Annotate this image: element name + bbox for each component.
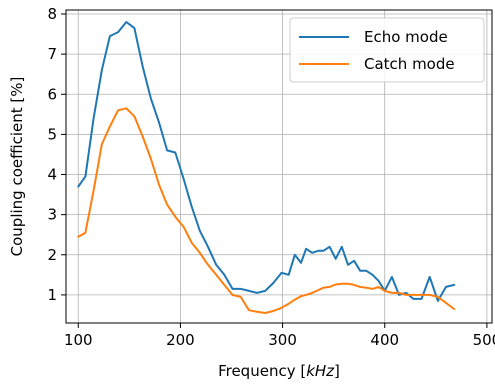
y-tick-label: 5 <box>47 125 57 143</box>
series-line-echo-mode <box>77 21 456 302</box>
y-tick-label: 2 <box>47 246 57 264</box>
y-axis-label: Coupling coefficient [%] <box>8 77 26 257</box>
y-tick-label: 3 <box>47 206 57 224</box>
x-tick-label: 100 <box>64 331 93 349</box>
y-tick-label: 7 <box>47 45 57 63</box>
y-tick-label: 6 <box>47 85 57 103</box>
x-tick-label: 300 <box>268 331 297 349</box>
x-tick-label: 200 <box>166 331 195 349</box>
legend: Echo mode Catch mode <box>289 17 485 83</box>
legend-label-echo-mode: Echo mode <box>364 28 448 46</box>
y-tick-label: 4 <box>47 166 57 184</box>
legend-box <box>289 17 485 83</box>
x-tick-label: 500 <box>473 331 495 349</box>
plot-frame <box>65 9 493 324</box>
legend-label-catch-mode: Catch mode <box>364 55 455 73</box>
series-layer <box>77 21 456 314</box>
y-tick-label: 8 <box>47 5 57 23</box>
x-axis-label: Frequency [kHz] <box>218 362 340 380</box>
x-tick-label: 400 <box>370 331 399 349</box>
y-tick-label: 1 <box>47 286 57 304</box>
axis-ticks: 100 200 300 400 500 1 2 3 4 5 6 7 8 <box>47 5 495 349</box>
series-line-catch-mode <box>77 107 456 314</box>
grid-lines <box>66 10 492 323</box>
